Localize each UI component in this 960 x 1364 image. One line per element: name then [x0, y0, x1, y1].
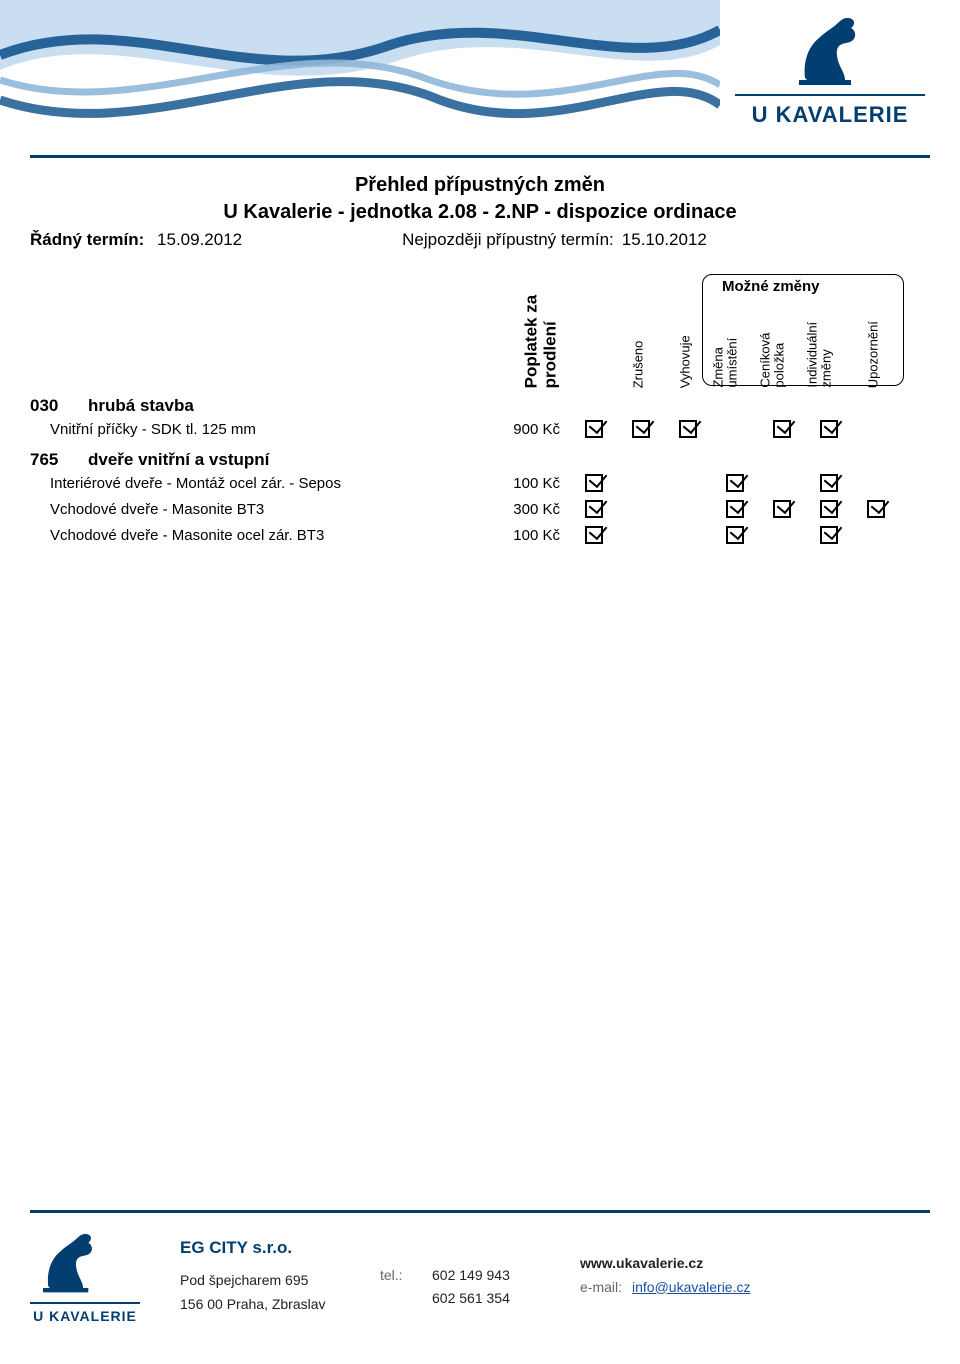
footer-tel1: 602 149 943 — [432, 1267, 510, 1283]
row-name: Vchodové dveře - Masonite BT3 — [30, 501, 470, 518]
regular-deadline-label: Řádný termín: — [30, 230, 144, 249]
checkbox-checked-icon — [820, 474, 838, 492]
check-cell — [711, 500, 758, 518]
footer-company: EG CITY s.r.o. — [180, 1234, 380, 1263]
deadline-line: Řádný termín: 15.09.2012 Nejpozději příp… — [30, 230, 930, 250]
row-price: 100 Kč — [470, 475, 570, 492]
title-line1: Přehled přípustných změn — [0, 172, 960, 199]
check-cell — [711, 526, 758, 544]
latest-deadline-label: Nejpozději přípustný termín: — [402, 230, 614, 250]
table-row: Vchodové dveře - Masonite BT3300 Kč — [30, 496, 930, 522]
check-cell — [758, 500, 805, 518]
check-cell — [852, 500, 899, 518]
brand-name: U KAVALERIE — [735, 94, 925, 128]
footer-logo-block: U KAVALERIE — [30, 1227, 150, 1324]
check-cell — [617, 420, 664, 438]
tel-label: tel.: — [380, 1264, 432, 1288]
title-line2: U Kavalerie - jednotka 2.08 - 2.NP - dis… — [0, 199, 960, 226]
checkbox-checked-icon — [773, 420, 791, 438]
footer-email-link[interactable]: info@ukavalerie.cz — [632, 1279, 751, 1295]
col-header-upozorneni: Upozornění — [867, 288, 881, 388]
col-header-cenikova: Ceníková položka — [758, 288, 787, 388]
col-header-zmena-umisteni: Změna umístění — [711, 288, 740, 388]
checkbox-checked-icon — [726, 526, 744, 544]
regular-deadline-date: 15.09.2012 — [157, 230, 242, 249]
check-cell — [570, 500, 617, 518]
header-waves-decoration — [0, 0, 720, 155]
checkbox-checked-icon — [867, 500, 885, 518]
checkbox-checked-icon — [820, 420, 838, 438]
table-row: Vnitřní příčky - SDK tl. 125 mm900 Kč — [30, 416, 930, 442]
checkbox-checked-icon — [585, 500, 603, 518]
check-cell — [805, 500, 852, 518]
check-cell — [664, 420, 711, 438]
col-header-poplatek: Poplatek za prodlení — [523, 278, 560, 388]
row-price: 900 Kč — [470, 421, 570, 438]
email-label: e-mail: — [580, 1276, 632, 1300]
footer-brand-name: U KAVALERIE — [30, 1302, 140, 1324]
page-header: U KAVALERIE — [0, 0, 960, 155]
check-cell — [570, 474, 617, 492]
footer-address2: 156 00 Praha, Zbraslav — [180, 1293, 380, 1317]
row-name: Vnitřní příčky - SDK tl. 125 mm — [30, 421, 470, 438]
check-cell — [805, 474, 852, 492]
checkbox-checked-icon — [585, 474, 603, 492]
row-name: Interiérové dveře - Montáž ocel zár. - S… — [30, 475, 470, 492]
check-cell — [805, 420, 852, 438]
column-headers: Poplatek za prodlení Možné změny Zrušeno… — [30, 278, 930, 388]
section-header: 765dveře vnitřní a vstupní — [30, 450, 930, 470]
header-divider — [30, 155, 930, 158]
footer-web: www.ukavalerie.cz — [580, 1252, 930, 1276]
checkbox-checked-icon — [679, 420, 697, 438]
check-cell — [570, 526, 617, 544]
col-header-vyhovuje: Vyhovuje — [679, 335, 693, 388]
checkbox-checked-icon — [632, 420, 650, 438]
data-table-body: 030hrubá stavbaVnitřní příčky - SDK tl. … — [30, 396, 930, 548]
row-name: Vchodové dveře - Masonite ocel zár. BT3 — [30, 527, 470, 544]
checkbox-checked-icon — [773, 500, 791, 518]
checkbox-checked-icon — [726, 500, 744, 518]
horse-logo-icon — [30, 1227, 110, 1295]
check-cell — [570, 420, 617, 438]
row-price: 100 Kč — [470, 527, 570, 544]
checkbox-checked-icon — [820, 526, 838, 544]
latest-deadline-date: 15.10.2012 — [622, 230, 707, 250]
checkbox-checked-icon — [820, 500, 838, 518]
table-row: Vchodové dveře - Masonite ocel zár. BT31… — [30, 522, 930, 548]
checkbox-checked-icon — [726, 474, 744, 492]
page-footer: U KAVALERIE EG CITY s.r.o. Pod špejchare… — [0, 1210, 960, 1324]
section-header: 030hrubá stavba — [30, 396, 930, 416]
brand-logo-block: U KAVALERIE — [735, 10, 925, 128]
checkbox-checked-icon — [585, 420, 603, 438]
horse-logo-icon — [785, 10, 875, 88]
col-header-zruseno: Zrušeno — [632, 340, 646, 388]
col-header-individualni: Individuální změny — [805, 288, 834, 388]
checkbox-checked-icon — [585, 526, 603, 544]
check-cell — [758, 420, 805, 438]
document-title: Přehled přípustných změn U Kavalerie - j… — [0, 172, 960, 226]
table-row: Interiérové dveře - Montáž ocel zár. - S… — [30, 470, 930, 496]
row-price: 300 Kč — [470, 501, 570, 518]
footer-tel2: 602 561 354 — [432, 1290, 510, 1306]
check-cell — [711, 474, 758, 492]
check-cell — [805, 526, 852, 544]
footer-address1: Pod špejcharem 695 — [180, 1269, 380, 1293]
